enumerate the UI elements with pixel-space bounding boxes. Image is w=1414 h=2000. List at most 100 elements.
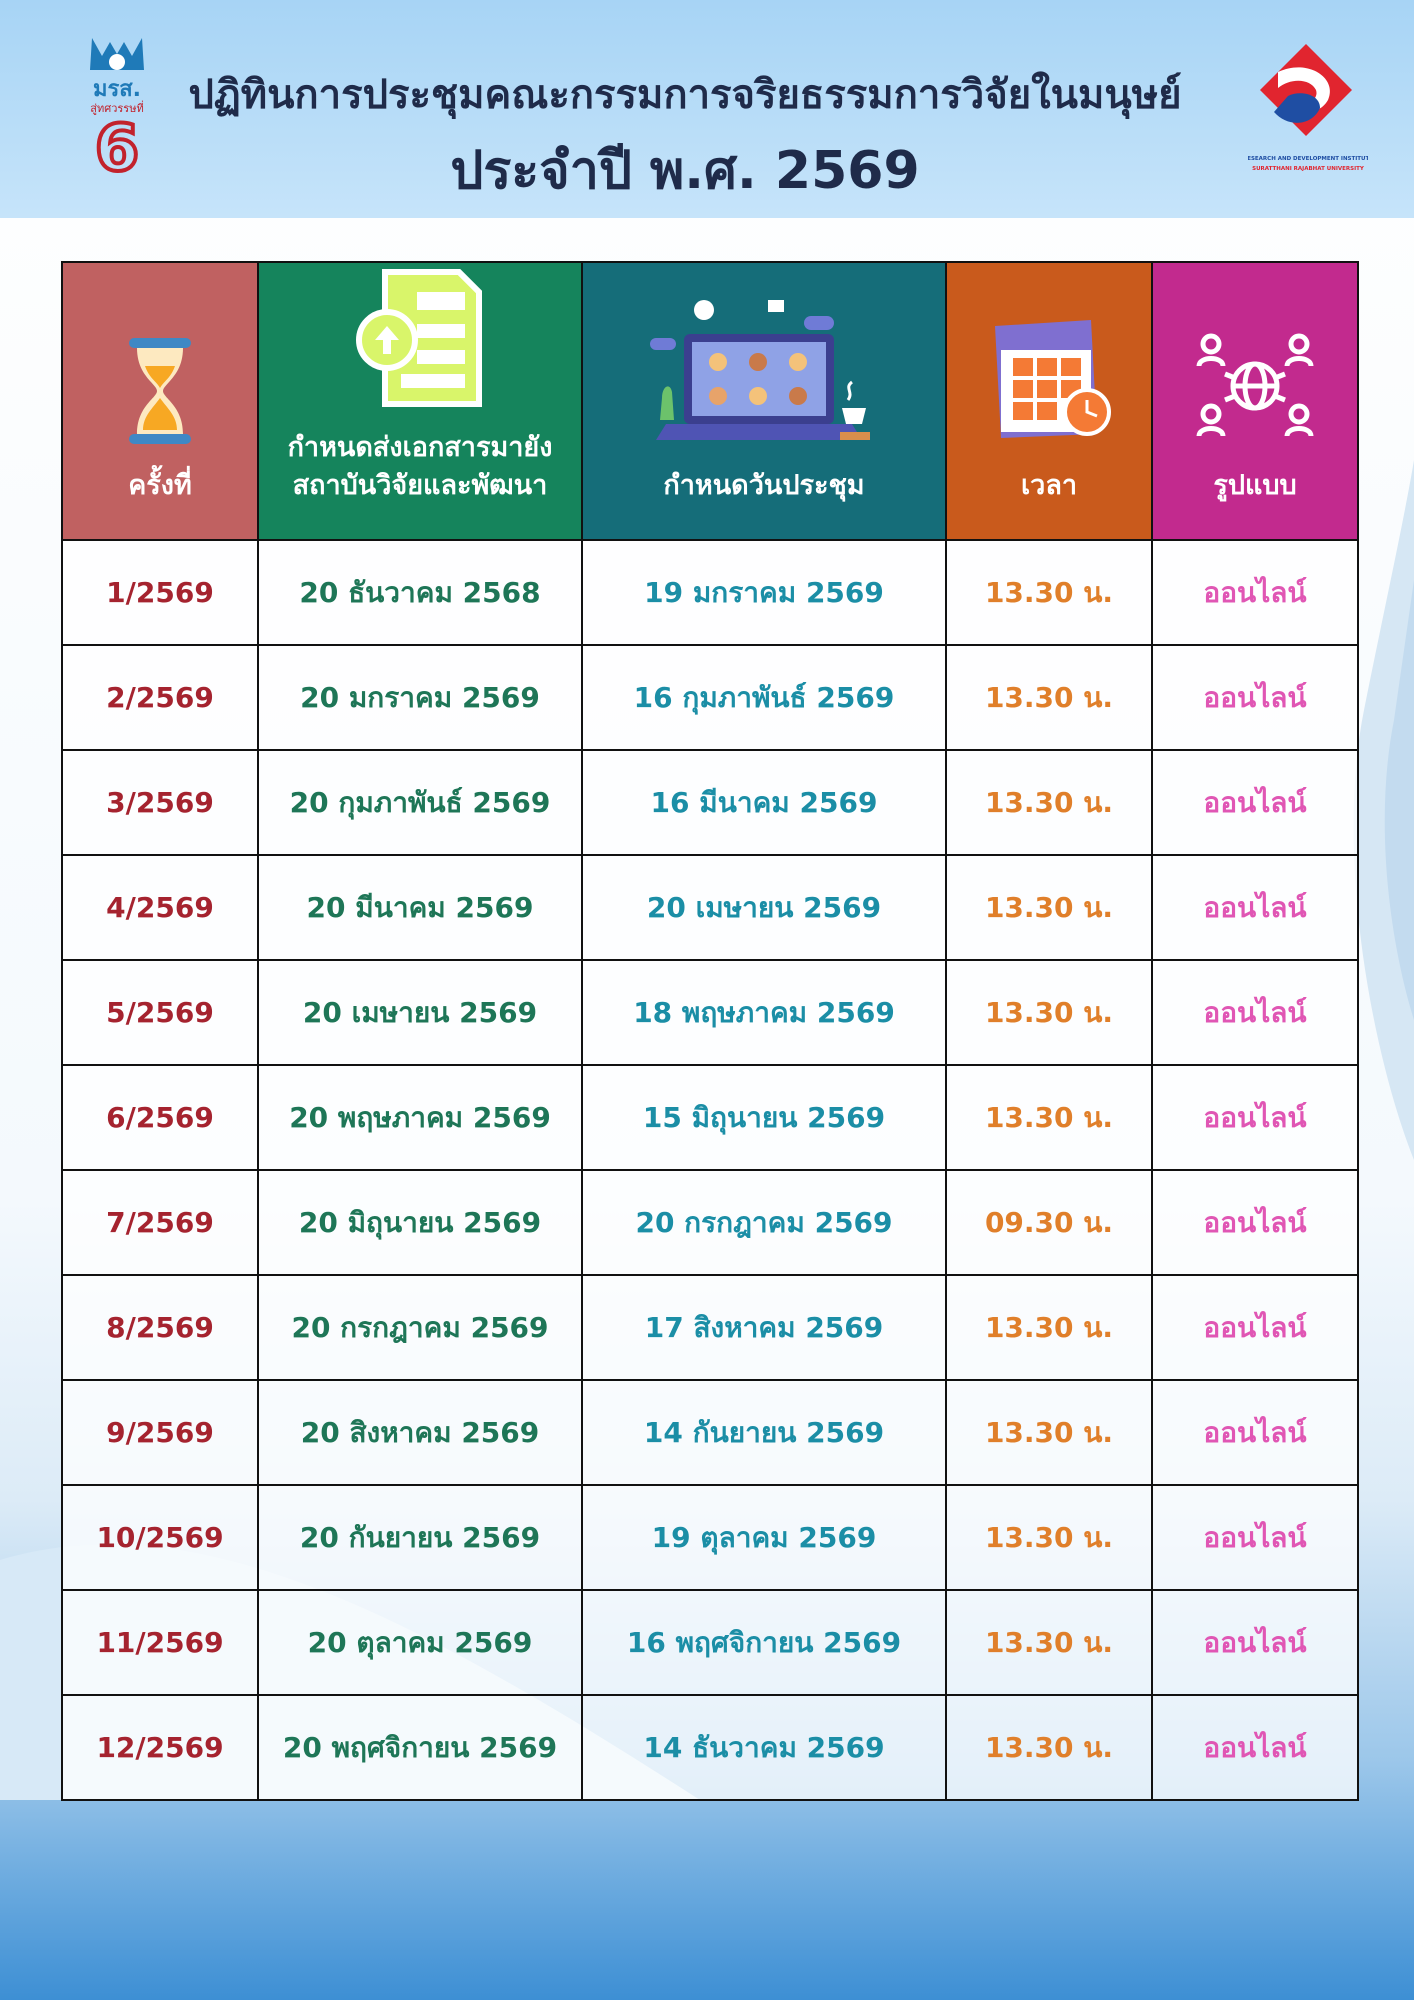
header-format: รูปแบบ	[1151, 261, 1359, 541]
research-institute-logo: RESEARCH AND DEVELOPMENT INSTITUTE SURAT…	[1248, 44, 1368, 172]
format-cell: ออนไลน์	[1151, 1589, 1359, 1696]
table-row: 2/2569 20 มกราคม 2569 16 กุมภาพันธ์ 2569 13…	[61, 644, 1359, 751]
decorative-wave-right	[1353, 460, 1414, 1160]
time-cell: 13.30 น.	[945, 644, 1153, 751]
table-row: 12/2569 20 พฤศจิกายน 2569 14 ธันวาคม 2569 1…	[61, 1694, 1359, 1801]
table-row: 11/2569 20 ตุลาคม 2569 16 พฤศจิกายน 2569 13…	[61, 1589, 1359, 1696]
hourglass-icon	[63, 336, 257, 453]
header-round: ครั้งที่	[61, 261, 259, 541]
svg-text:สู่ทศวรรษที่: สู่ทศวรรษที่	[90, 100, 143, 115]
table-row: 1/2569 20 ธันวาคม 2568 19 มกราคม 2569 13.30…	[61, 539, 1359, 646]
meeting-date-cell: 16 มีนาคม 2569	[581, 749, 947, 856]
table-row: 4/2569 20 มีนาคม 2569 20 เมษายน 2569 13.30 …	[61, 854, 1359, 961]
time-cell: 13.30 น.	[945, 854, 1153, 961]
svg-text:SURATTHANI RAJABHAT UNIVERSITY: SURATTHANI RAJABHAT UNIVERSITY	[1252, 166, 1365, 172]
time-cell: 13.30 น.	[945, 1379, 1153, 1486]
round-cell: 5/2569	[61, 959, 259, 1066]
time-cell: 09.30 น.	[945, 1169, 1153, 1276]
page-title: ปฏิทินการประชุมคณะกรรมการจริยธรรมการวิจั…	[188, 72, 1182, 118]
network-globe-icon	[1153, 326, 1357, 453]
meeting-date-cell: 20 กรกฎาคม 2569	[581, 1169, 947, 1276]
time-cell: 13.30 น.	[945, 1484, 1153, 1591]
time-cell: 13.30 น.	[945, 1064, 1153, 1171]
format-cell: ออนไลน์	[1151, 539, 1359, 646]
column-header-label: กำหนดส่งเอกสารมายัง สถาบันวิจัยและพัฒนา	[287, 432, 553, 501]
submission-deadline-cell: 20 ตุลาคม 2569	[257, 1589, 583, 1696]
round-cell: 2/2569	[61, 644, 259, 751]
format-cell: ออนไลน์	[1151, 1379, 1359, 1486]
submission-deadline-cell: 20 สิงหาคม 2569	[257, 1379, 583, 1486]
table-header-row: ครั้งที่ กำหนดส่งเอกสารมายัง สถาบันวิจัยแ…	[61, 261, 1359, 541]
time-cell: 13.30 น.	[945, 539, 1153, 646]
format-cell: ออนไลน์	[1151, 644, 1359, 751]
round-cell: 7/2569	[61, 1169, 259, 1276]
table-row: 7/2569 20 มิถุนายน 2569 20 กรกฎาคม 2569 09.…	[61, 1169, 1359, 1276]
format-cell: ออนไลน์	[1151, 854, 1359, 961]
meeting-date-cell: 16 พฤศจิกายน 2569	[581, 1589, 947, 1696]
time-cell: 13.30 น.	[945, 1694, 1153, 1801]
meeting-date-cell: 20 เมษายน 2569	[581, 854, 947, 961]
submission-deadline-cell: 20 พฤษภาคม 2569	[257, 1064, 583, 1171]
column-header-label: กำหนดวันประชุม	[663, 470, 865, 501]
submission-deadline-cell: 20 พฤศจิกายน 2569	[257, 1694, 583, 1801]
round-cell: 1/2569	[61, 539, 259, 646]
time-cell: 13.30 น.	[945, 1274, 1153, 1381]
table-row: 10/2569 20 กันยายน 2569 19 ตุลาคม 2569 13.3…	[61, 1484, 1359, 1591]
meeting-date-cell: 14 ธันวาคม 2569	[581, 1694, 947, 1801]
submission-deadline-cell: 20 มิถุนายน 2569	[257, 1169, 583, 1276]
format-cell: ออนไลน์	[1151, 959, 1359, 1066]
meeting-date-cell: 19 มกราคม 2569	[581, 539, 947, 646]
meeting-date-cell: 18 พฤษภาคม 2569	[581, 959, 947, 1066]
round-cell: 9/2569	[61, 1379, 259, 1486]
meeting-date-cell: 19 ตุลาคม 2569	[581, 1484, 947, 1591]
round-cell: 6/2569	[61, 1064, 259, 1171]
header-banner: มรส. สู่ทศวรรษที่ 6 ปฏิทินการประชุมคณะกร…	[0, 0, 1414, 218]
submission-deadline-cell: 20 มกราคม 2569	[257, 644, 583, 751]
column-header-label: เวลา	[1020, 470, 1078, 501]
format-cell: ออนไลน์	[1151, 1274, 1359, 1381]
submission-deadline-cell: 20 มีนาคม 2569	[257, 854, 583, 961]
university-emblem-logo: มรส. สู่ทศวรรษที่ 6	[90, 38, 144, 178]
svg-text:มรส.: มรส.	[93, 77, 141, 102]
meeting-date-cell: 16 กุมภาพันธ์ 2569	[581, 644, 947, 751]
column-header-label: รูปแบบ	[1213, 470, 1297, 501]
meeting-schedule-table: ครั้งที่ กำหนดส่งเอกสารมายัง สถาบันวิจัยแ…	[61, 261, 1359, 1801]
format-cell: ออนไลน์	[1151, 1694, 1359, 1801]
submission-deadline-cell: 20 ธันวาคม 2568	[257, 539, 583, 646]
submission-deadline-cell: 20 กรกฎาคม 2569	[257, 1274, 583, 1381]
submission-deadline-cell: 20 กุมภาพันธ์ 2569	[257, 749, 583, 856]
format-cell: ออนไลน์	[1151, 749, 1359, 856]
meeting-date-cell: 14 กันยายน 2569	[581, 1379, 947, 1486]
format-cell: ออนไลน์	[1151, 1484, 1359, 1591]
round-cell: 4/2569	[61, 854, 259, 961]
header-submission-deadline: กำหนดส่งเอกสารมายัง สถาบันวิจัยและพัฒนา	[257, 261, 583, 541]
format-cell: ออนไลน์	[1151, 1064, 1359, 1171]
time-cell: 13.30 น.	[945, 749, 1153, 856]
video-meeting-laptop-icon	[583, 296, 945, 453]
time-cell: 13.30 น.	[945, 959, 1153, 1066]
svg-text:RESEARCH AND DEVELOPMENT INSTI: RESEARCH AND DEVELOPMENT INSTITUTE	[1248, 156, 1368, 162]
round-cell: 10/2569	[61, 1484, 259, 1591]
document-upload-icon	[259, 268, 581, 415]
round-cell: 12/2569	[61, 1694, 259, 1801]
table-row: 3/2569 20 กุมภาพันธ์ 2569 16 มีนาคม 2569 13…	[61, 749, 1359, 856]
table-body: 1/2569 20 ธันวาคม 2568 19 มกราคม 2569 13.30…	[61, 539, 1359, 1801]
table-row: 5/2569 20 เมษายน 2569 18 พฤษภาคม 2569 13.30…	[61, 959, 1359, 1066]
page-subtitle: ประจำปี พ.ศ. 2569	[450, 141, 920, 201]
round-cell: 8/2569	[61, 1274, 259, 1381]
meeting-date-cell: 17 สิงหาคม 2569	[581, 1274, 947, 1381]
svg-text:6: 6	[95, 112, 140, 178]
submission-deadline-cell: 20 กันยายน 2569	[257, 1484, 583, 1591]
time-cell: 13.30 น.	[945, 1589, 1153, 1696]
table-row: 8/2569 20 กรกฎาคม 2569 17 สิงหาคม 2569 13.3…	[61, 1274, 1359, 1381]
table-row: 9/2569 20 สิงหาคม 2569 14 กันยายน 2569 13.3…	[61, 1379, 1359, 1486]
format-cell: ออนไลน์	[1151, 1169, 1359, 1276]
round-cell: 11/2569	[61, 1589, 259, 1696]
submission-deadline-cell: 20 เมษายน 2569	[257, 959, 583, 1066]
table-row: 6/2569 20 พฤษภาคม 2569 15 มิถุนายน 2569 13.…	[61, 1064, 1359, 1171]
header-meeting-date: กำหนดวันประชุม	[581, 261, 947, 541]
round-cell: 3/2569	[61, 749, 259, 856]
column-header-label: ครั้งที่	[128, 470, 192, 501]
header-time: เวลา	[945, 261, 1153, 541]
calendar-clock-icon	[947, 306, 1151, 453]
